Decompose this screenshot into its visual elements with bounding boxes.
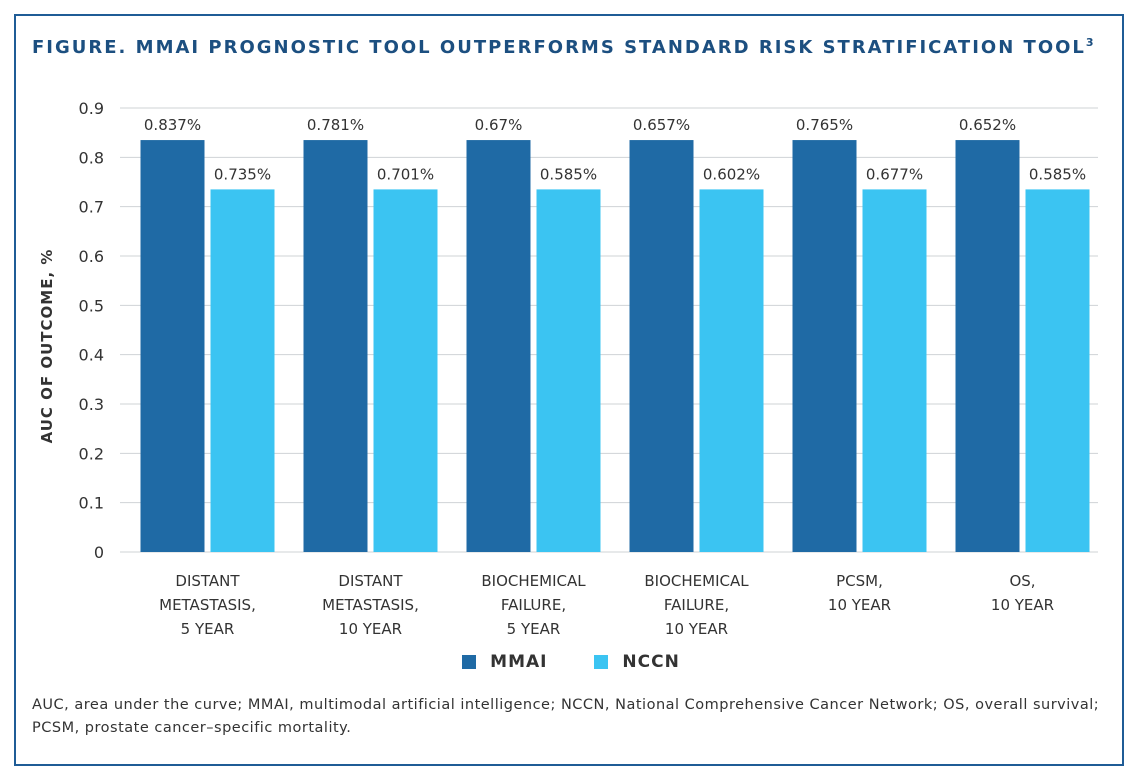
y-tick-label: 0.3	[79, 395, 104, 414]
x-category-line: PCSM,	[836, 572, 883, 590]
data-labels: 0.837% 0.735% 0.781% 0.701% 0.67% 0.585% 0.657…	[144, 116, 1086, 183]
data-label-mmai: 0.652%	[959, 116, 1016, 134]
x-category-line: METASTASIS,	[322, 596, 419, 614]
data-label-mmai: 0.657%	[633, 116, 690, 134]
x-category-line: 10 YEAR	[339, 620, 402, 638]
bar-nccn	[1025, 189, 1090, 552]
x-category-line: DISTANT	[175, 572, 240, 590]
bar-mmai	[629, 140, 694, 553]
figure-title: FIGURE. MMAI PROGNOSTIC TOOL OUTPERFORMS…	[32, 36, 1094, 58]
bar-mmai	[303, 140, 368, 553]
legend-label-nccn: NCCN	[622, 652, 680, 672]
x-category-line: 10 YEAR	[991, 596, 1054, 614]
y-tick-label: 0.5	[79, 296, 104, 315]
x-category-line: 5 YEAR	[181, 620, 235, 638]
x-category-line: BIOCHEMICAL	[644, 572, 749, 590]
x-category-label: BIOCHEMICAL FAILURE, 10 YEAR	[644, 572, 749, 638]
y-tick-label: 0.8	[79, 148, 104, 167]
y-axis-ticks: 0 0.1 0.2 0.3 0.4 0.5 0.6 0.7 0.8 0.9	[79, 99, 104, 562]
x-category-label: DISTANT METASTASIS, 10 YEAR	[322, 572, 419, 638]
y-tick-label: 0	[94, 543, 104, 562]
legend-item-nccn: NCCN	[594, 652, 679, 672]
y-tick-label: 0.6	[79, 247, 104, 266]
bar-nccn	[536, 189, 601, 552]
x-category-line: OS,	[1009, 572, 1035, 590]
data-label-mmai: 0.837%	[144, 116, 201, 134]
x-axis-categories: DISTANT METASTASIS, 5 YEAR DISTANT METASTASI…	[159, 572, 1054, 638]
data-label-mmai: 0.67%	[475, 116, 523, 134]
x-category-line: METASTASIS,	[159, 596, 256, 614]
data-label-nccn: 0.585%	[1029, 165, 1086, 183]
bar-mmai	[955, 140, 1020, 553]
x-category-line: FAILURE,	[664, 596, 729, 614]
x-category-label: BIOCHEMICAL FAILURE, 5 YEAR	[481, 572, 586, 638]
x-category-line: DISTANT	[338, 572, 403, 590]
x-category-label: OS, 10 YEAR	[991, 572, 1054, 614]
data-label-nccn: 0.735%	[214, 165, 271, 183]
y-tick-label: 0.2	[79, 444, 104, 463]
gridlines	[120, 107, 1098, 553]
x-category-line: 10 YEAR	[828, 596, 891, 614]
legend-swatch-nccn	[594, 655, 609, 669]
data-label-nccn: 0.585%	[540, 165, 597, 183]
data-label-nccn: 0.701%	[377, 165, 434, 183]
x-category-line: 10 YEAR	[665, 620, 728, 638]
data-label-nccn: 0.677%	[866, 165, 923, 183]
y-tick-label: 0.4	[79, 346, 104, 365]
bar-chart: 0 0.1 0.2 0.3 0.4 0.5 0.6 0.7 0.8 0.9 0.837% 0.735…	[38, 99, 1098, 638]
legend-item-mmai: MMAI	[462, 652, 547, 672]
y-tick-label: 0.1	[79, 494, 104, 513]
figure-title-text: MMAI PROGNOSTIC TOOL OUTPERFORMS STANDAR…	[135, 37, 1086, 58]
bar-nccn	[373, 189, 438, 552]
figure-title-superscript: 3	[1085, 36, 1094, 49]
x-category-line: FAILURE,	[501, 596, 566, 614]
chart-legend: MMAI NCCN	[16, 652, 1126, 674]
y-axis-label: AUC OF OUTCOME, %	[38, 249, 56, 444]
y-tick-label: 0.9	[79, 99, 104, 118]
legend-label-mmai: MMAI	[490, 652, 548, 672]
bar-nccn	[699, 189, 764, 552]
x-category-label: DISTANT METASTASIS, 5 YEAR	[159, 572, 256, 638]
bars	[140, 140, 1090, 553]
figure-frame: FIGURE. MMAI PROGNOSTIC TOOL OUTPERFORMS…	[14, 14, 1124, 766]
bar-nccn	[210, 189, 275, 552]
figure-label: FIGURE.	[32, 37, 128, 58]
data-label-mmai: 0.765%	[796, 116, 853, 134]
data-label-mmai: 0.781%	[307, 116, 364, 134]
bar-mmai	[140, 140, 205, 553]
bar-nccn	[862, 189, 927, 552]
x-category-label: PCSM, 10 YEAR	[828, 572, 891, 614]
figure-footnote: AUC, area under the curve; MMAI, multimo…	[32, 697, 1100, 736]
bar-mmai	[792, 140, 857, 553]
bar-mmai	[466, 140, 531, 553]
legend-swatch-mmai	[462, 655, 477, 669]
x-category-line: 5 YEAR	[507, 620, 561, 638]
data-label-nccn: 0.602%	[703, 165, 760, 183]
x-category-line: BIOCHEMICAL	[481, 572, 586, 590]
y-tick-label: 0.7	[79, 198, 104, 217]
